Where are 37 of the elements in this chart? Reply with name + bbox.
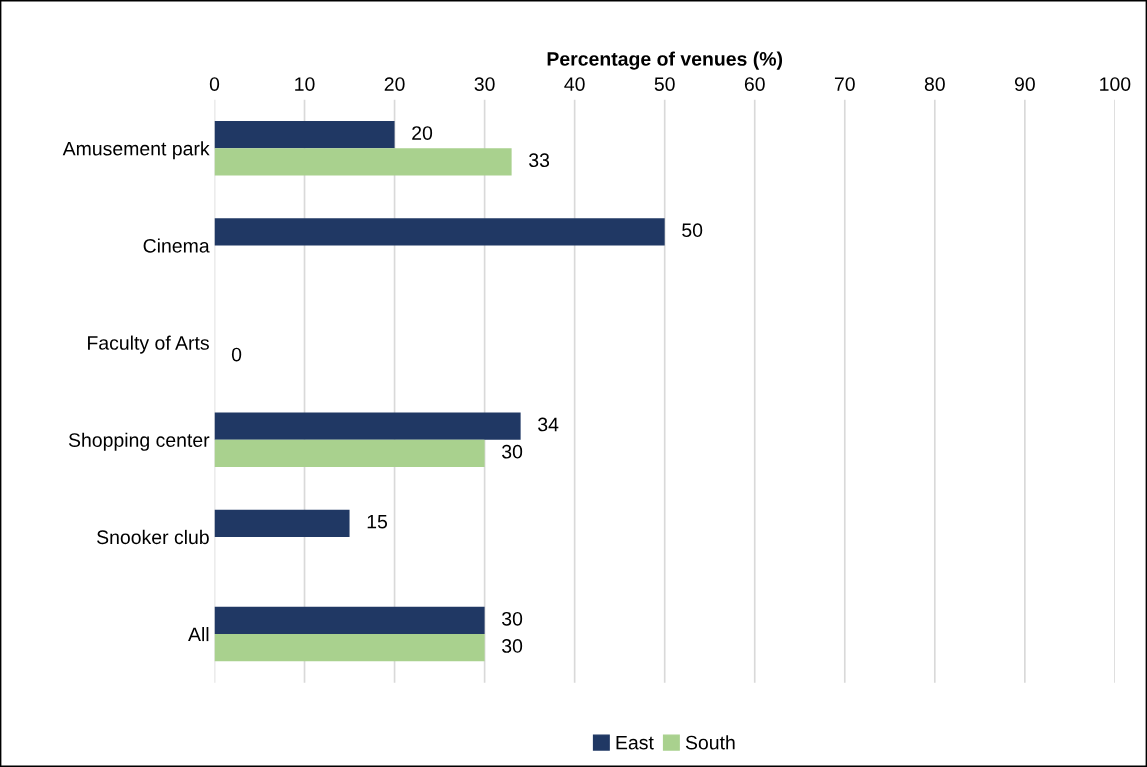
x-tick-label: 20	[384, 77, 405, 92]
data-label: 30	[502, 444, 523, 459]
data-label: 34	[538, 417, 559, 432]
y-tick-label: Cinema	[143, 238, 210, 253]
bar	[214, 148, 512, 176]
bar	[214, 412, 521, 440]
data-label: 33	[529, 153, 550, 168]
y-tick-label: All	[188, 627, 209, 642]
y-tick-label: Shopping center	[68, 432, 210, 451]
data-label: 30	[502, 611, 523, 626]
data-label: 30	[502, 639, 523, 653]
y-tick-label: Snooker club	[97, 529, 209, 545]
x-tick-label: 30	[474, 77, 495, 92]
data-label: 15	[367, 514, 388, 529]
x-tick-label: 10	[295, 77, 315, 92]
y-tick-label: Faculty of Arts	[88, 335, 209, 354]
bar	[214, 218, 665, 246]
legend-label: South	[685, 735, 735, 750]
bar	[214, 509, 350, 537]
bar	[214, 439, 485, 467]
data-label: 0	[231, 347, 242, 362]
x-tick-label: 70	[834, 77, 855, 92]
x-tick-label: 0	[209, 77, 220, 92]
bar	[214, 606, 485, 635]
x-tick-label: 60	[744, 77, 765, 92]
x-tick-label: 40	[564, 77, 585, 92]
x-axis-title: Percentage of venues (%)	[547, 51, 783, 70]
data-label: 50	[682, 223, 703, 238]
bar	[214, 121, 395, 149]
x-tick-label: 100	[1100, 77, 1131, 92]
x-tick-label: 50	[654, 77, 675, 92]
y-tick-label: Amusement park	[62, 141, 210, 160]
x-tick-label: 90	[1014, 77, 1035, 92]
legend-label: East	[616, 735, 654, 750]
bar	[214, 634, 485, 662]
data-label: 20	[412, 126, 433, 140]
x-tick-label: 80	[924, 77, 945, 92]
